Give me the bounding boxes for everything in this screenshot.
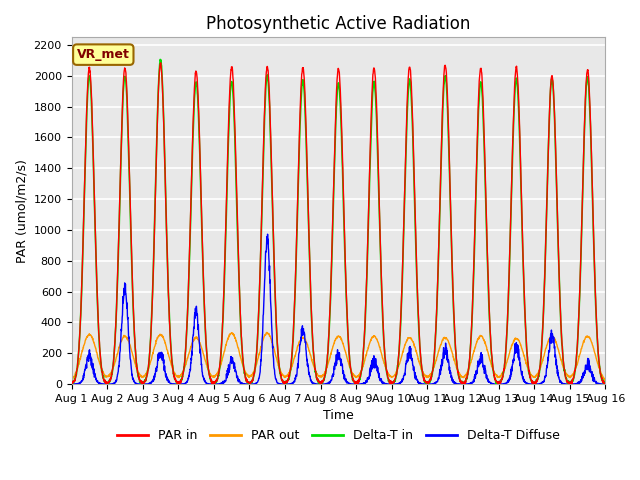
X-axis label: Time: Time bbox=[323, 409, 354, 422]
Y-axis label: PAR (umol/m2/s): PAR (umol/m2/s) bbox=[15, 159, 28, 263]
Legend: PAR in, PAR out, Delta-T in, Delta-T Diffuse: PAR in, PAR out, Delta-T in, Delta-T Dif… bbox=[112, 424, 565, 447]
Text: VR_met: VR_met bbox=[77, 48, 130, 61]
Title: Photosynthetic Active Radiation: Photosynthetic Active Radiation bbox=[206, 15, 470, 33]
